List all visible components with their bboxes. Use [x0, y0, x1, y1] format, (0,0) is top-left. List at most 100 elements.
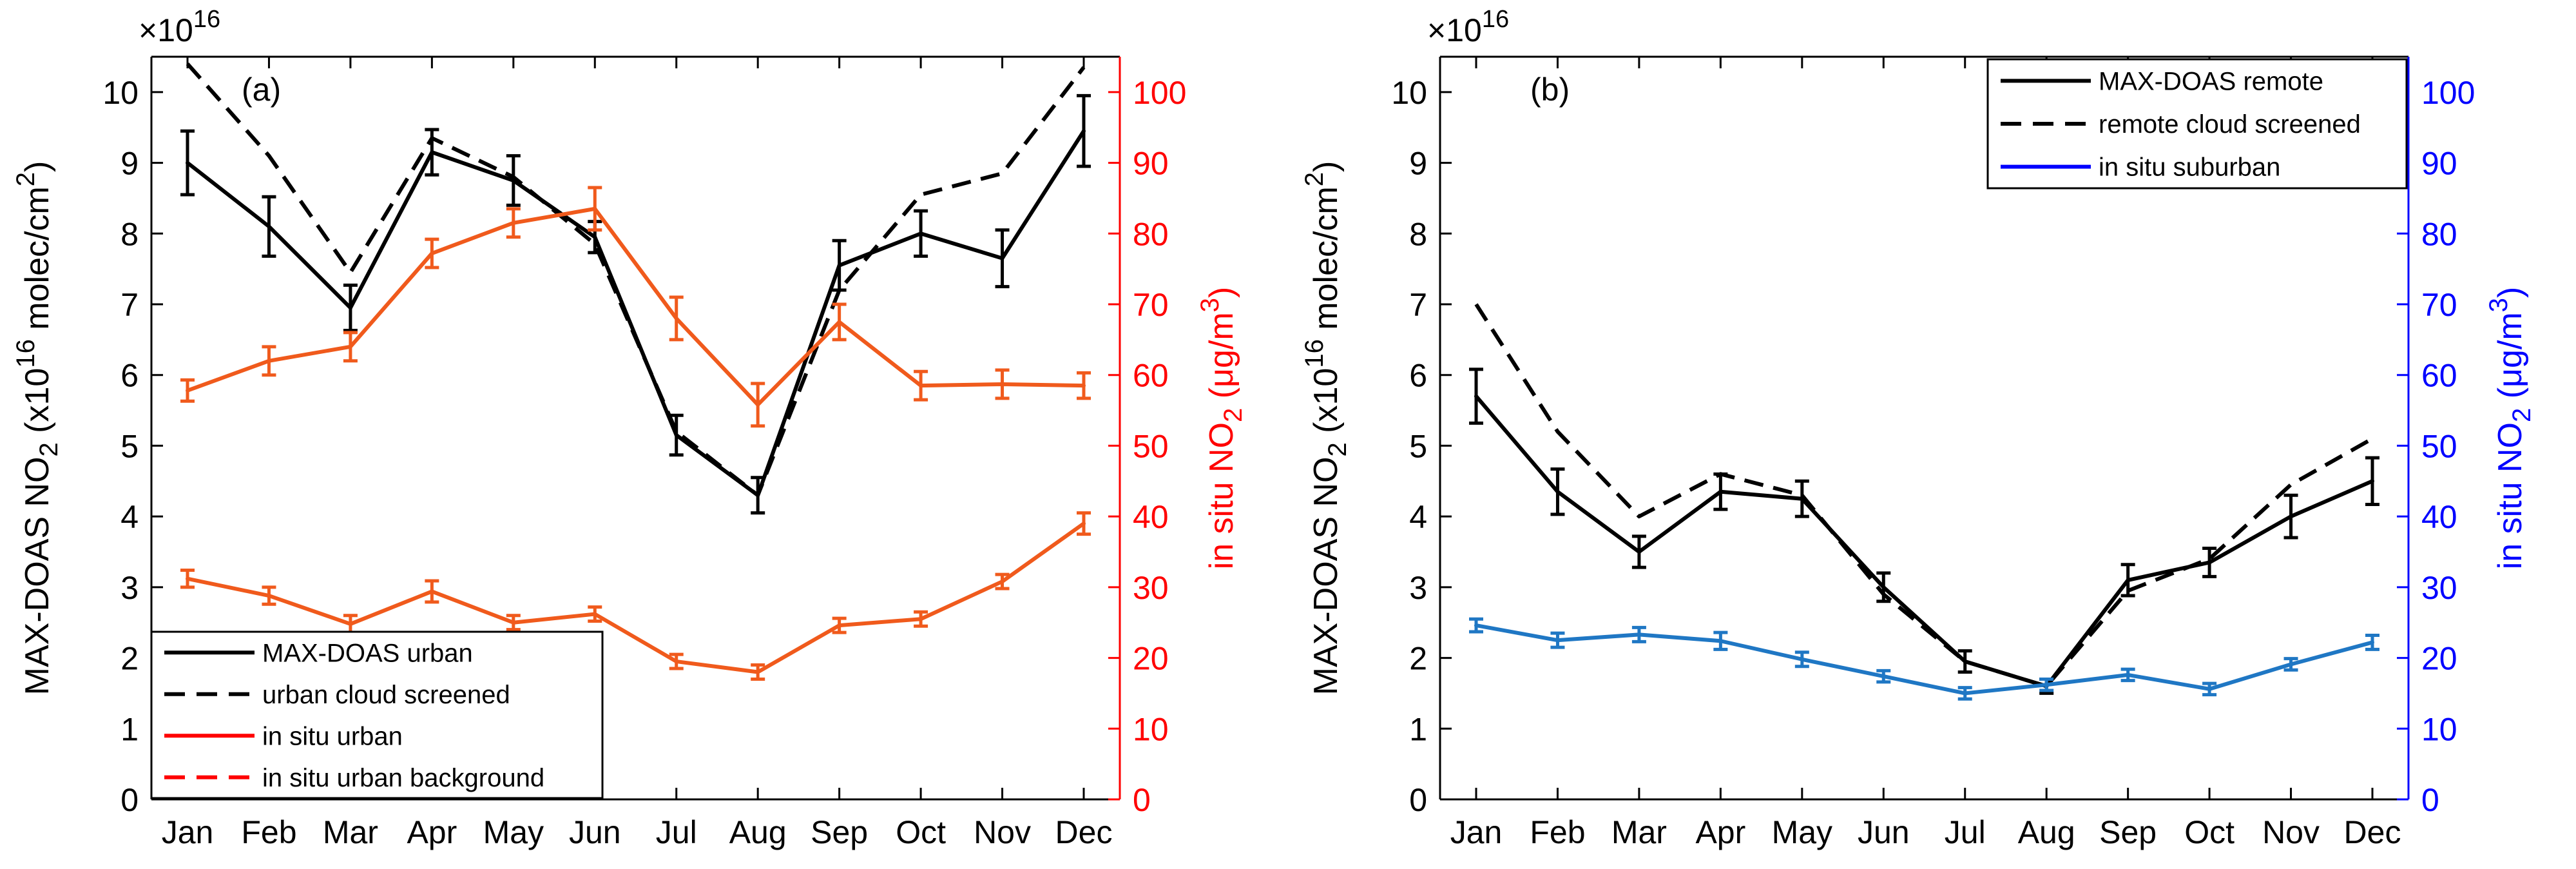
legend: MAX-DOAS remote remote cloud screened in s…	[1986, 58, 2408, 190]
right-tick-label: 90	[1133, 146, 1169, 182]
error-bar-max-doas-remote	[1957, 649, 1972, 674]
data-point-in-situ-urban-background	[593, 612, 597, 616]
left-axis-label-part: (x10	[1307, 368, 1345, 443]
legend-label: MAX-DOAS remote	[2099, 67, 2323, 95]
right-tick-label: 70	[2421, 287, 2457, 323]
error-bar-in-situ-urban-background	[914, 610, 928, 628]
left-tick-label: 10	[102, 75, 139, 111]
right-axis-label-part: )	[2492, 287, 2529, 298]
error-bar-max-doas-remote	[1550, 467, 1565, 516]
data-point-in-situ-urban-background	[919, 617, 923, 621]
x-tick-label: Mar	[323, 814, 378, 850]
data-point-max-doas-urban	[919, 231, 923, 236]
left-tick-label: 5	[120, 428, 139, 464]
left-axis-label-sup: 16	[12, 339, 40, 368]
error-bar-max-doas-remote	[2365, 456, 2379, 506]
legend-label: urban cloud screened	[262, 681, 510, 709]
series-line-remote-cloud-screened	[1474, 303, 2374, 688]
data-point-in-situ-urban-background	[1082, 522, 1086, 526]
data-point-in-situ-urban	[756, 402, 760, 407]
right-axis-label-part: (μg/m	[2492, 312, 2529, 407]
right-tick-label: 20	[1133, 641, 1169, 677]
data-point-max-doas-remote	[1963, 659, 1967, 664]
error-bar-in-situ-urban-background	[588, 605, 602, 623]
left-tick-label: 0	[1409, 782, 1427, 818]
left-tick-label: 9	[1409, 146, 1427, 182]
data-point-in-situ-suburban	[1718, 639, 1723, 643]
error-bar-in-situ-suburban	[2365, 633, 2379, 651]
error-bar-in-situ-urban	[914, 369, 928, 402]
error-bar-max-doas-remote	[2283, 493, 2298, 540]
left-axis-label-sub: 2	[35, 442, 63, 456]
x-tick-label: Apr	[1695, 814, 1745, 850]
legend-box	[150, 630, 604, 799]
left-axis-label-part: molec/cm	[1307, 186, 1345, 339]
error-bar-max-doas-urban	[180, 129, 195, 197]
data-point-in-situ-suburban	[1963, 691, 1967, 696]
right-tick-label: 10	[2421, 711, 2457, 747]
left-axis-label-part: molec/cm	[19, 186, 56, 339]
x-tick-label: Feb	[241, 814, 296, 850]
data-point-in-situ-urban-background	[511, 620, 515, 625]
x-tick-label: Dec	[2344, 814, 2401, 850]
data-point-in-situ-urban-background	[756, 670, 760, 674]
data-point-max-doas-urban	[837, 263, 841, 268]
left-tick-label: 3	[120, 570, 139, 606]
series-line-urban-cloud-screened	[186, 62, 1086, 498]
data-point-max-doas-remote	[1718, 489, 1723, 494]
data-point-max-doas-urban	[1082, 129, 1086, 133]
data-point-in-situ-urban-background	[267, 594, 271, 598]
data-point-in-situ-urban	[1000, 382, 1004, 386]
error-bar-max-doas-remote	[1631, 534, 1646, 569]
left-tick-label: 10	[1391, 75, 1427, 111]
right-tick-label: 10	[1133, 711, 1169, 747]
x-tick-label: Jan	[1450, 814, 1503, 850]
right-axis-label-sub: 2	[1219, 408, 1247, 422]
left-tick-label: 7	[120, 287, 139, 323]
error-bar-max-doas-urban	[262, 195, 276, 258]
error-bar-in-situ-urban	[1077, 371, 1091, 400]
error-bar-in-situ-urban	[832, 302, 847, 342]
error-bar-in-situ-urban	[588, 186, 602, 232]
error-bar-in-situ-urban-background	[180, 569, 195, 589]
data-point-in-situ-suburban	[2289, 662, 2293, 667]
right-axis-label: in situ NO2 (μg/m3)	[1196, 287, 1247, 570]
legend: MAX-DOAS urban urban cloud screened in sit…	[150, 630, 604, 799]
data-point-in-situ-urban-background	[186, 576, 189, 581]
data-point-max-doas-urban	[1000, 256, 1004, 260]
error-bar-max-doas-urban	[1077, 93, 1091, 168]
right-axis-label-part: in situ NO	[1203, 422, 1240, 569]
left-axis-label-sup: 2	[1300, 172, 1329, 186]
right-tick-label: 100	[1133, 75, 1186, 111]
right-tick-label: 50	[1133, 428, 1169, 464]
error-bar-max-doas-remote	[1469, 367, 1483, 425]
data-point-in-situ-suburban	[1474, 623, 1478, 628]
error-bar-in-situ-suburban	[1957, 686, 1972, 701]
error-bar-max-doas-urban	[914, 209, 928, 258]
data-point-max-doas-remote	[1881, 585, 1886, 589]
axis-multiplier: ×1016	[1427, 6, 1509, 48]
left-axis-label-part: )	[1307, 161, 1345, 172]
x-tick-label: Dec	[1055, 814, 1113, 850]
error-bar-max-doas-urban	[343, 283, 358, 333]
left-tick-label: 6	[120, 358, 139, 394]
error-bar-in-situ-suburban	[1469, 617, 1483, 634]
x-tick-label: Nov	[2262, 814, 2320, 850]
left-axis-label-part: MAX-DOAS NO	[1307, 457, 1345, 696]
right-axis-label: in situ NO2 (μg/m3)	[2485, 287, 2536, 570]
axis-multiplier-base: ×10	[139, 12, 193, 48]
error-bar-in-situ-suburban	[1876, 669, 1891, 684]
data-point-max-doas-remote	[2207, 560, 2212, 565]
x-tick-label: May	[483, 814, 544, 850]
data-point-in-situ-urban	[267, 358, 271, 363]
data-point-in-situ-urban	[348, 344, 352, 349]
legend-label: in situ suburban	[2099, 153, 2280, 182]
error-bar-in-situ-urban	[995, 368, 1010, 400]
right-tick-label: 60	[2421, 358, 2457, 394]
axis-multiplier-base: ×10	[1427, 12, 1482, 48]
error-bar-in-situ-urban	[262, 345, 276, 377]
right-tick-label: 80	[1133, 216, 1169, 252]
left-axis-label: MAX-DOAS NO2 (x1016 molec/cm2)	[1300, 161, 1352, 696]
x-tick-label: May	[1772, 814, 1832, 850]
